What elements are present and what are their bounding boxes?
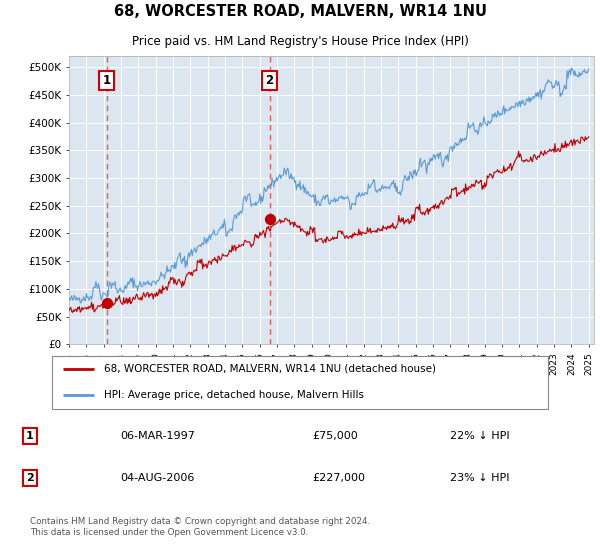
- Text: 06-MAR-1997: 06-MAR-1997: [120, 431, 195, 441]
- Text: 1: 1: [26, 431, 34, 441]
- Text: £227,000: £227,000: [312, 473, 365, 483]
- Text: 68, WORCESTER ROAD, MALVERN, WR14 1NU (detached house): 68, WORCESTER ROAD, MALVERN, WR14 1NU (d…: [104, 363, 436, 374]
- Text: 04-AUG-2006: 04-AUG-2006: [120, 473, 194, 483]
- Text: HPI: Average price, detached house, Malvern Hills: HPI: Average price, detached house, Malv…: [104, 390, 364, 400]
- Text: Contains HM Land Registry data © Crown copyright and database right 2024.
This d: Contains HM Land Registry data © Crown c…: [30, 517, 370, 536]
- Point: [102, 298, 112, 307]
- Point: [265, 214, 274, 223]
- Text: 1: 1: [103, 74, 110, 87]
- FancyBboxPatch shape: [52, 356, 548, 409]
- Text: 2: 2: [26, 473, 34, 483]
- Text: 2: 2: [266, 74, 274, 87]
- Text: 22% ↓ HPI: 22% ↓ HPI: [450, 431, 509, 441]
- Text: £75,000: £75,000: [312, 431, 358, 441]
- Text: 68, WORCESTER ROAD, MALVERN, WR14 1NU: 68, WORCESTER ROAD, MALVERN, WR14 1NU: [113, 4, 487, 19]
- Text: Price paid vs. HM Land Registry's House Price Index (HPI): Price paid vs. HM Land Registry's House …: [131, 35, 469, 48]
- Text: 23% ↓ HPI: 23% ↓ HPI: [450, 473, 509, 483]
